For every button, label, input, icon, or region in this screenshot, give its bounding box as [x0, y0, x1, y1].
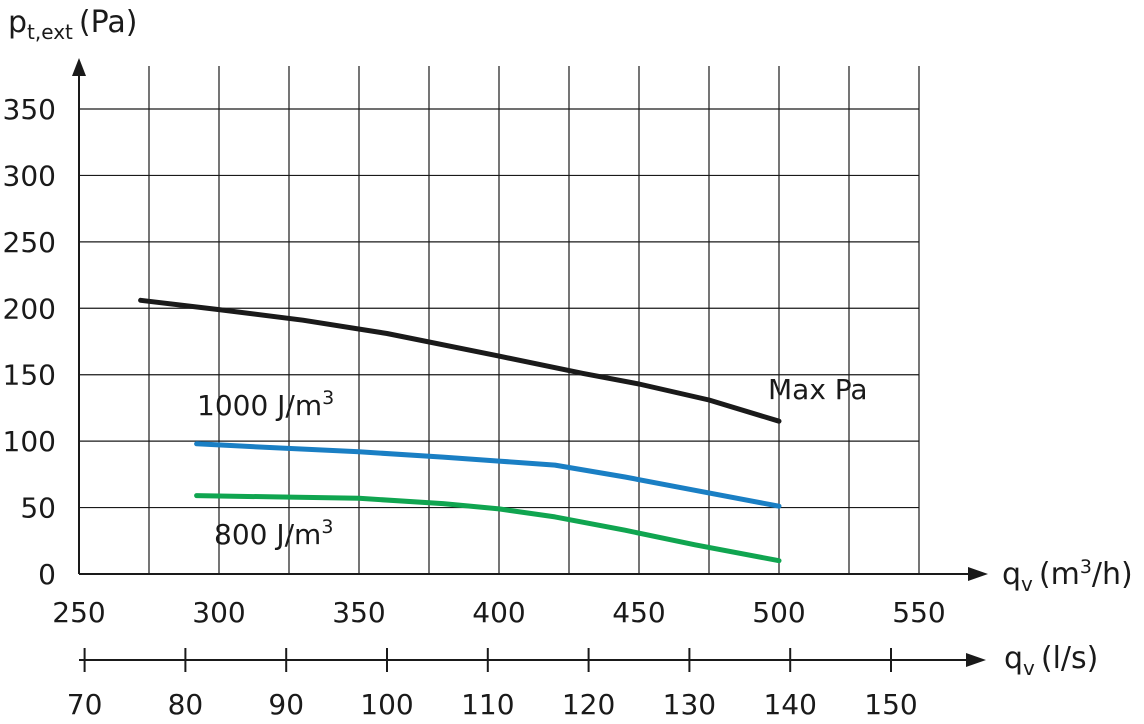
x-tick-label: 500	[752, 596, 805, 629]
x2-tick-label: 70	[67, 688, 103, 721]
x2-tick-label: 140	[763, 688, 816, 721]
tick-labels: 0 50 100 150 200 250 300 350 250 300 350 400 450 500 5…	[3, 93, 946, 629]
x2-tick-label: 100	[360, 688, 413, 721]
label-max-pa: Max Pa	[768, 373, 868, 406]
y-axis-title: pt,ext (Pa)	[8, 5, 137, 44]
x2-tick-label: 130	[663, 688, 716, 721]
axes	[72, 58, 988, 667]
series-line-2	[194, 441, 782, 509]
x-tick-label: 250	[52, 596, 105, 629]
series-lines	[138, 297, 782, 564]
x-tick-label: 400	[472, 596, 525, 629]
x-axis-title: qv (m3/h)	[1002, 556, 1133, 596]
x-tick-label: 300	[192, 596, 245, 629]
y-axis-arrow	[72, 58, 86, 76]
label-800: 800 J/m3	[214, 516, 333, 551]
x2-tick-label: 150	[864, 688, 917, 721]
y-tick-label: 50	[20, 492, 56, 525]
y-tick-label: 300	[3, 159, 56, 192]
x-tick-label: 550	[892, 596, 945, 629]
x2-tick-label: 80	[168, 688, 204, 721]
x-tick-label: 350	[332, 596, 385, 629]
y-tick-label: 200	[3, 292, 56, 325]
x2-tick-label: 120	[562, 688, 615, 721]
x2-tick-label: 90	[268, 688, 304, 721]
x2-axis-arrow	[966, 653, 986, 667]
x-axis-arrow	[968, 567, 988, 581]
series-line-1	[138, 297, 782, 424]
y-tick-label: 0	[38, 558, 56, 591]
series-line-3	[194, 493, 782, 564]
x2-tick-label: 110	[461, 688, 514, 721]
label-1000: 1000 J/m3	[197, 387, 334, 422]
y-tick-label: 350	[3, 93, 56, 126]
x2-axis-ticks: 70 80 90 100 110 120 130 140 150	[67, 648, 918, 721]
y-tick-label: 100	[3, 425, 56, 458]
y-tick-label: 250	[3, 226, 56, 259]
y-tick-label: 150	[3, 359, 56, 392]
x-tick-label: 450	[612, 596, 665, 629]
x2-axis-title: qv (l/s)	[1004, 641, 1098, 680]
